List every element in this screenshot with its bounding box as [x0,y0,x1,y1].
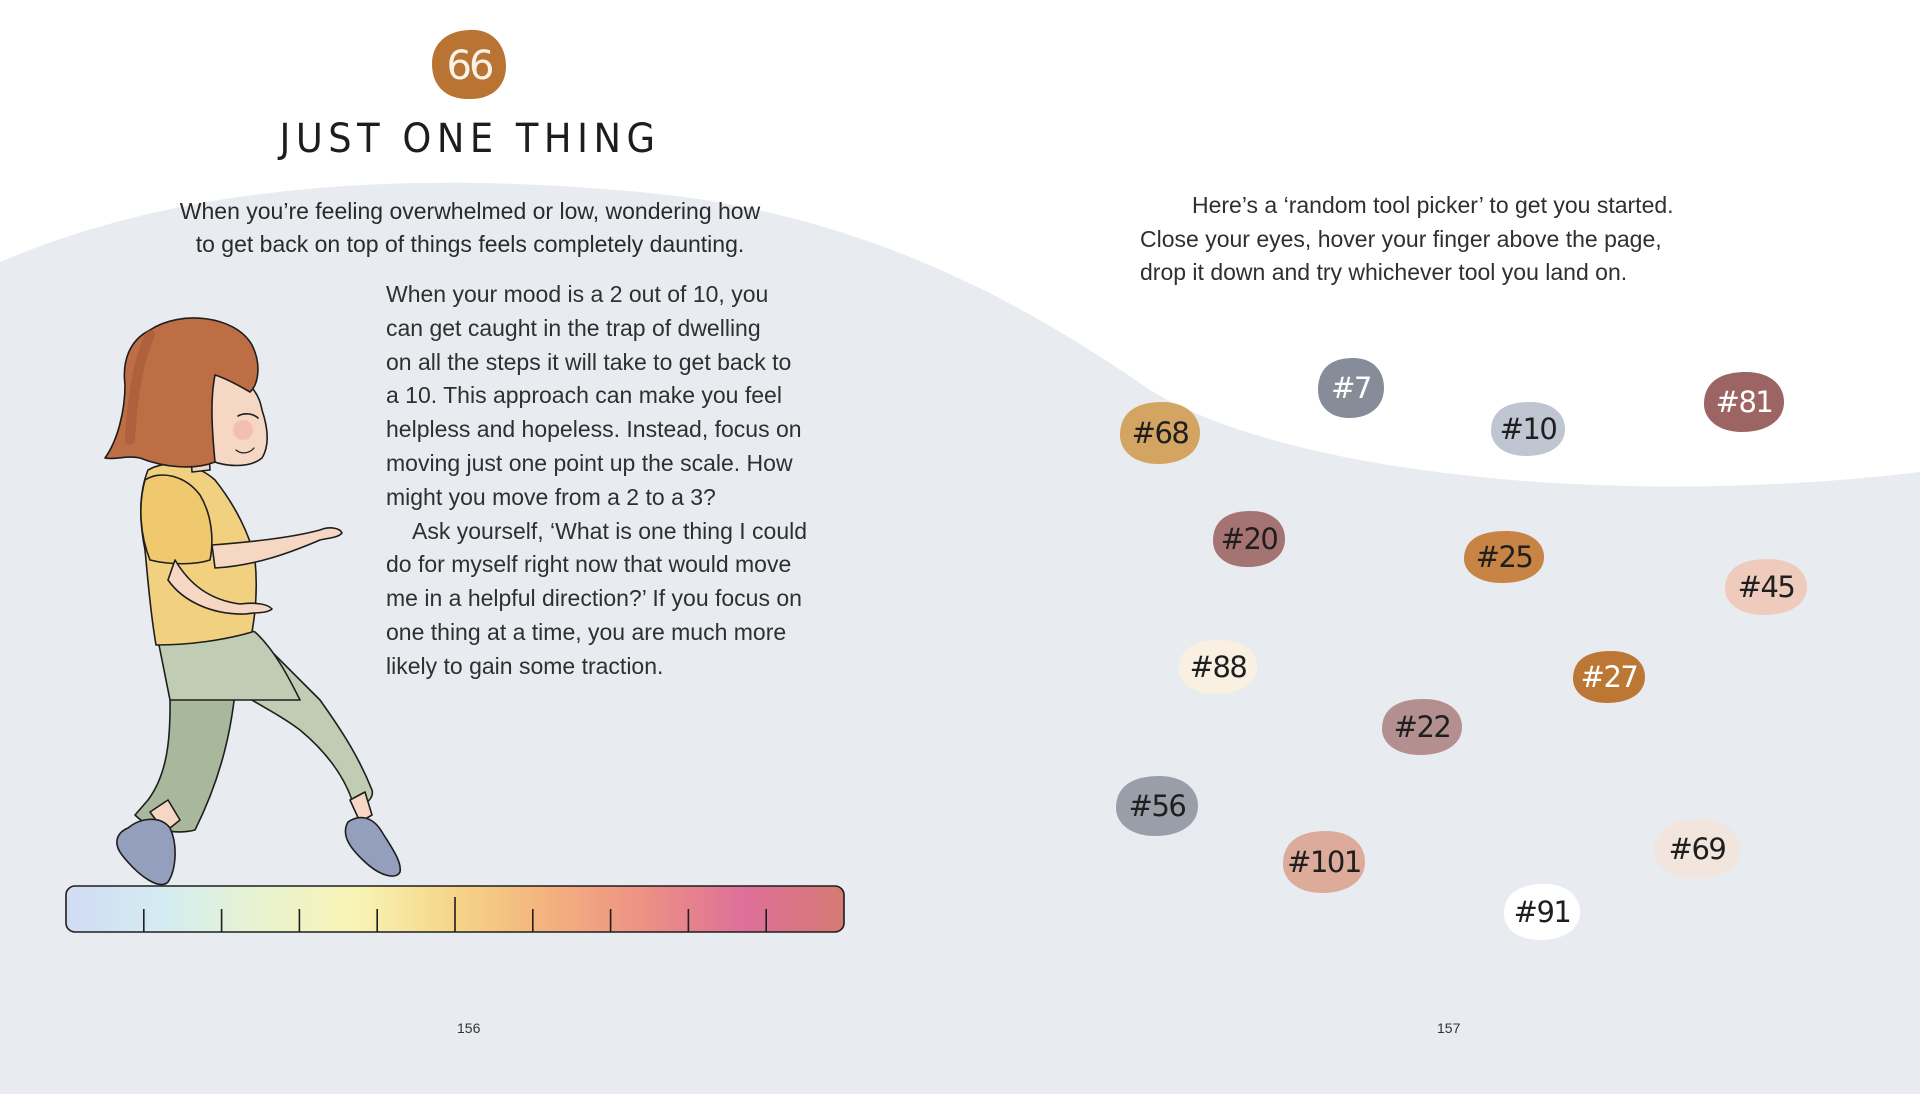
tool-label: #20 [1220,522,1279,556]
tool-blob [1725,559,1807,615]
tool-blob [1116,776,1198,836]
intro-line: drop it down and try whichever tool you … [1140,259,1628,285]
sleeve [140,474,213,565]
page-title: JUST ONE THING [279,116,661,162]
intro-line: Close your eyes, hover your finger above… [1140,225,1662,252]
tool-blob [1504,884,1580,940]
lead-line: to get back on top of things feels compl… [195,231,745,257]
body-paragraph-2: Ask yourself, ‘What is one thing I could… [386,515,856,684]
tool-blob [1382,699,1462,755]
tool-label: #56 [1128,789,1187,823]
lead-paragraph: When you’re feeling overwhelmed or low, … [140,195,800,261]
body-line: me in a helpful direction?’ If you focus… [386,585,802,612]
intro-paragraph: Here’s a ‘random tool picker’ to get you… [1140,189,1726,290]
tool-blob [1464,531,1544,583]
tool-blob [1318,358,1384,418]
girl-illustration [104,317,402,886]
tool-label: #88 [1189,650,1248,684]
tool-label: #10 [1499,412,1558,446]
body-line: do for myself right now that would move [386,551,792,578]
tool-blob [1283,831,1365,893]
tool-label: #25 [1475,540,1534,574]
tool-picker-intro: Here’s a ‘random tool picker’ to get you… [1140,189,1726,290]
front-arm [211,527,343,569]
mood-scale-ticks [143,897,768,932]
tool-picker-blobs [1116,358,1807,940]
body-line: likely to gain some traction. [386,652,664,679]
tool-label: #101 [1287,845,1362,879]
body-line: When your mood is a 2 out of 10, you [386,281,769,307]
body-line: can get caught in the trap of dwelling [386,314,761,341]
tool-blob [1491,402,1565,456]
mood-scale [65,885,845,933]
tool-label: #81 [1715,385,1774,419]
page-number-right: 157 [1437,1020,1461,1036]
intro-line: Here’s a ‘random tool picker’ to get you… [1192,192,1674,218]
tool-blob [1704,372,1784,432]
tool-blob [1213,511,1285,567]
tool-blob [1179,640,1257,694]
page-number-left: 156 [457,1020,481,1036]
activity-number: 66 [446,43,495,89]
body-line: one thing at a time, you are much more [386,618,787,645]
lead-line: When you’re feeling overwhelmed or low, … [179,198,761,224]
tool-label: #7 [1331,371,1372,405]
background-wave [0,182,1920,1094]
tool-label: #27 [1580,660,1639,694]
tool-label: #45 [1737,570,1796,604]
body-paragraph-1: When your mood is a 2 out of 10, you can… [386,278,856,515]
tool-blob [1654,819,1740,879]
body-line: Ask yourself, ‘What is one thing I could [412,517,808,544]
body-line: might you move from a 2 to a 3? [386,483,716,510]
body-line: helpless and hopeless. Instead, focus on [386,416,802,443]
back-arm [167,559,273,615]
tool-label: #69 [1668,832,1727,866]
tool-label: #22 [1393,710,1452,744]
tool-label: #91 [1513,895,1572,929]
body-line: on all the steps it will take to get bac… [386,348,792,375]
body-line: moving just one point up the scale. How [386,449,793,476]
front-shoe [344,816,402,877]
activity-badge [432,29,506,100]
back-shoe [116,818,176,886]
body-text: When your mood is a 2 out of 10, you can… [386,278,856,684]
tool-blob [1120,402,1200,464]
tool-blob [1573,651,1645,703]
body-line: a 10. This approach can make you feel [386,382,782,409]
tool-label: #68 [1131,416,1190,450]
